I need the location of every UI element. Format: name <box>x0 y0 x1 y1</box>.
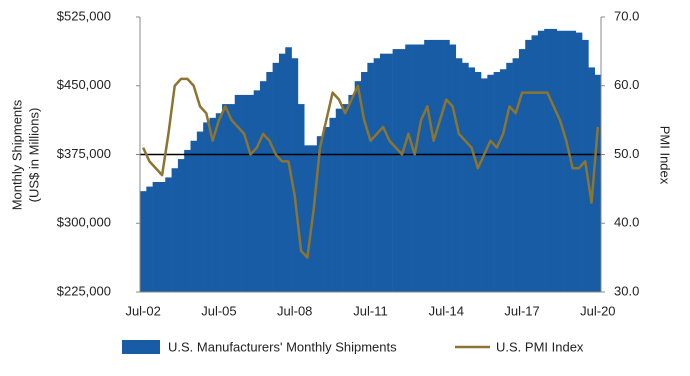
bar <box>247 94 254 293</box>
x-tick-label: Jul-14 <box>429 303 464 318</box>
bar <box>398 49 406 293</box>
bar <box>537 30 545 292</box>
bar <box>190 140 198 292</box>
bar <box>512 58 520 292</box>
bar <box>487 74 494 292</box>
legend-label: U.S. Manufacturers' Monthly Shipments <box>168 339 397 354</box>
bar <box>310 145 318 292</box>
bar <box>209 117 217 292</box>
bar <box>203 122 210 293</box>
bar <box>531 35 539 292</box>
bar <box>241 94 248 293</box>
bar <box>361 72 368 292</box>
bar <box>449 44 457 292</box>
bar <box>462 62 469 293</box>
bar <box>575 32 583 292</box>
legend-label: U.S. PMI Index <box>496 339 584 354</box>
bar <box>424 39 431 292</box>
bar <box>266 72 273 292</box>
bar <box>171 168 179 292</box>
bar <box>379 53 387 292</box>
bar <box>386 53 393 292</box>
bar <box>215 113 223 292</box>
bar <box>550 28 558 293</box>
bar <box>544 28 551 293</box>
bar <box>506 62 513 293</box>
y2-tick-label: 70.0 <box>614 8 639 23</box>
y2-tick-label: 50.0 <box>614 146 639 161</box>
y-axis-title: Monthly Shipments <box>9 99 24 210</box>
bar <box>234 94 242 293</box>
bar <box>140 191 147 292</box>
bar <box>405 44 412 292</box>
legend-swatch <box>122 340 160 354</box>
bar <box>455 58 463 292</box>
bar <box>518 49 526 293</box>
y-axis-title: (US$ in Millions) <box>26 108 41 203</box>
bar <box>474 72 482 292</box>
bar <box>329 117 337 292</box>
bar <box>196 131 204 292</box>
bar <box>184 149 191 292</box>
x-tick-label: Jul-08 <box>277 303 312 318</box>
bar <box>588 67 595 293</box>
bar <box>285 47 292 292</box>
line <box>142 77 600 259</box>
bar <box>323 127 330 292</box>
bar <box>367 62 374 293</box>
y-tick-label: $225,000 <box>57 283 111 298</box>
bar <box>272 62 280 293</box>
y-tick-label: $300,000 <box>57 215 111 230</box>
bar <box>594 74 602 292</box>
bar <box>411 44 419 292</box>
y-tick-label: $450,000 <box>57 77 111 92</box>
bar <box>158 182 166 292</box>
bar <box>468 67 475 293</box>
bar <box>563 30 570 292</box>
x-tick-label: Jul-20 <box>580 303 615 318</box>
bar <box>556 30 564 292</box>
bar <box>304 145 311 292</box>
y2-tick-label: 30.0 <box>614 283 639 298</box>
y-tick-label: $525,000 <box>57 8 111 23</box>
y2-tick-label: 40.0 <box>614 215 639 230</box>
bar <box>316 136 324 292</box>
y2-tick-label: 60.0 <box>614 77 639 92</box>
bar <box>228 104 236 292</box>
bar <box>335 108 343 293</box>
bar <box>354 81 362 293</box>
bar <box>278 53 286 292</box>
bar <box>177 159 185 292</box>
bar <box>525 39 532 292</box>
bar <box>342 104 349 292</box>
bar <box>291 58 299 292</box>
bar <box>373 58 381 292</box>
x-tick-label: Jul-02 <box>125 303 160 318</box>
bar <box>436 39 444 292</box>
bar <box>348 94 356 293</box>
bar <box>443 39 450 292</box>
bar <box>259 81 267 293</box>
bar <box>569 30 577 292</box>
bar <box>481 78 488 293</box>
bar <box>430 39 438 292</box>
bar <box>152 182 160 292</box>
bar <box>493 72 501 292</box>
bar <box>146 186 153 292</box>
x-tick-label: Jul-17 <box>504 303 539 318</box>
bar <box>165 177 172 292</box>
y-tick-label: $375,000 <box>57 146 111 161</box>
x-tick-label: Jul-05 <box>201 303 236 318</box>
bar <box>297 104 305 292</box>
bar <box>417 44 425 292</box>
y2-axis-title: PMI Index <box>658 126 673 185</box>
x-tick-label: Jul-11 <box>353 303 387 318</box>
bar <box>253 90 261 292</box>
bar <box>392 49 400 293</box>
bar <box>499 69 507 292</box>
bar <box>222 104 229 292</box>
